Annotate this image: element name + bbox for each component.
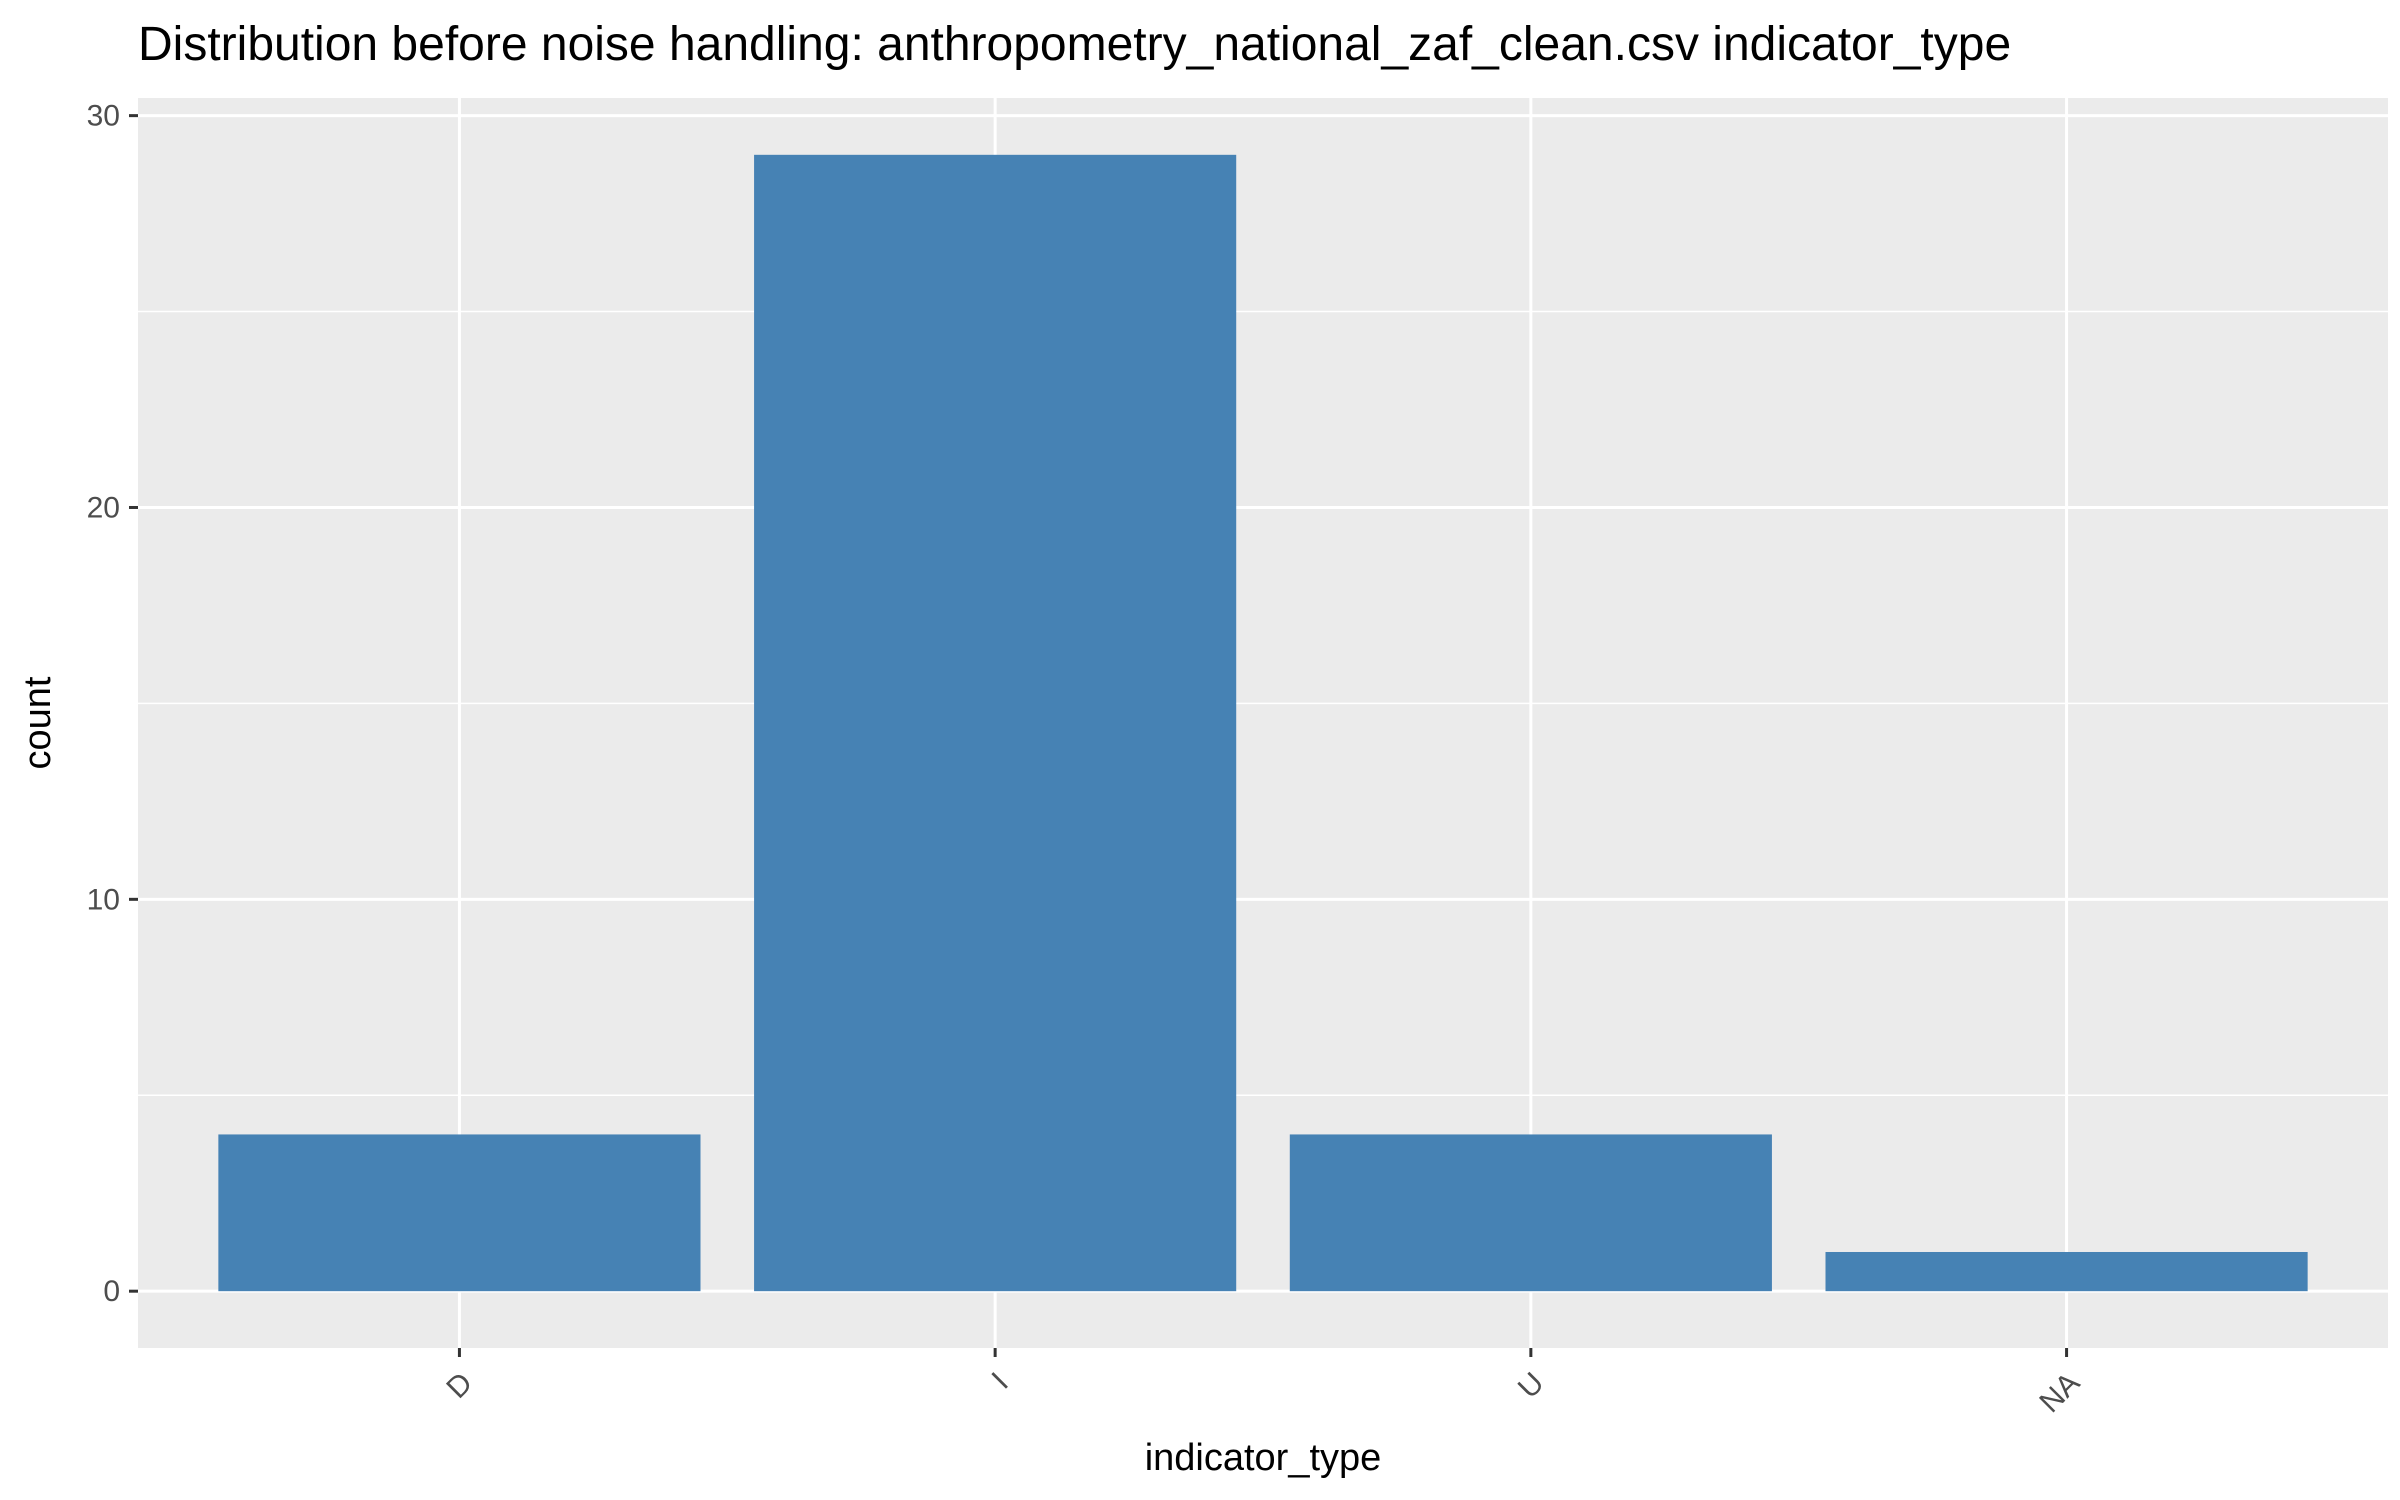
bar (1825, 1251, 2308, 1292)
x-axis-title: indicator_type (1145, 1437, 1382, 1479)
x-axis: D I U NA (440, 1348, 2086, 1419)
y-axis: 0 10 20 30 (87, 100, 138, 1308)
bar (218, 1134, 701, 1292)
x-tick-label: NA (2033, 1366, 2086, 1419)
y-axis-title: count (17, 676, 59, 769)
y-tick-label: 0 (103, 1275, 120, 1308)
minor-gridlines (138, 310, 2388, 1097)
y-tick-label: 30 (87, 100, 120, 133)
bar (754, 154, 1237, 1292)
bars (218, 154, 2308, 1292)
y-tick-label: 20 (87, 491, 120, 524)
x-tick-label: U (1512, 1366, 1551, 1405)
x-tick-label: I (986, 1366, 1015, 1395)
chart-title: Distribution before noise handling: anth… (138, 18, 2011, 71)
y-tick-label: 10 (87, 883, 120, 916)
x-tick-label: D (440, 1366, 479, 1405)
bar (1289, 1134, 1772, 1292)
